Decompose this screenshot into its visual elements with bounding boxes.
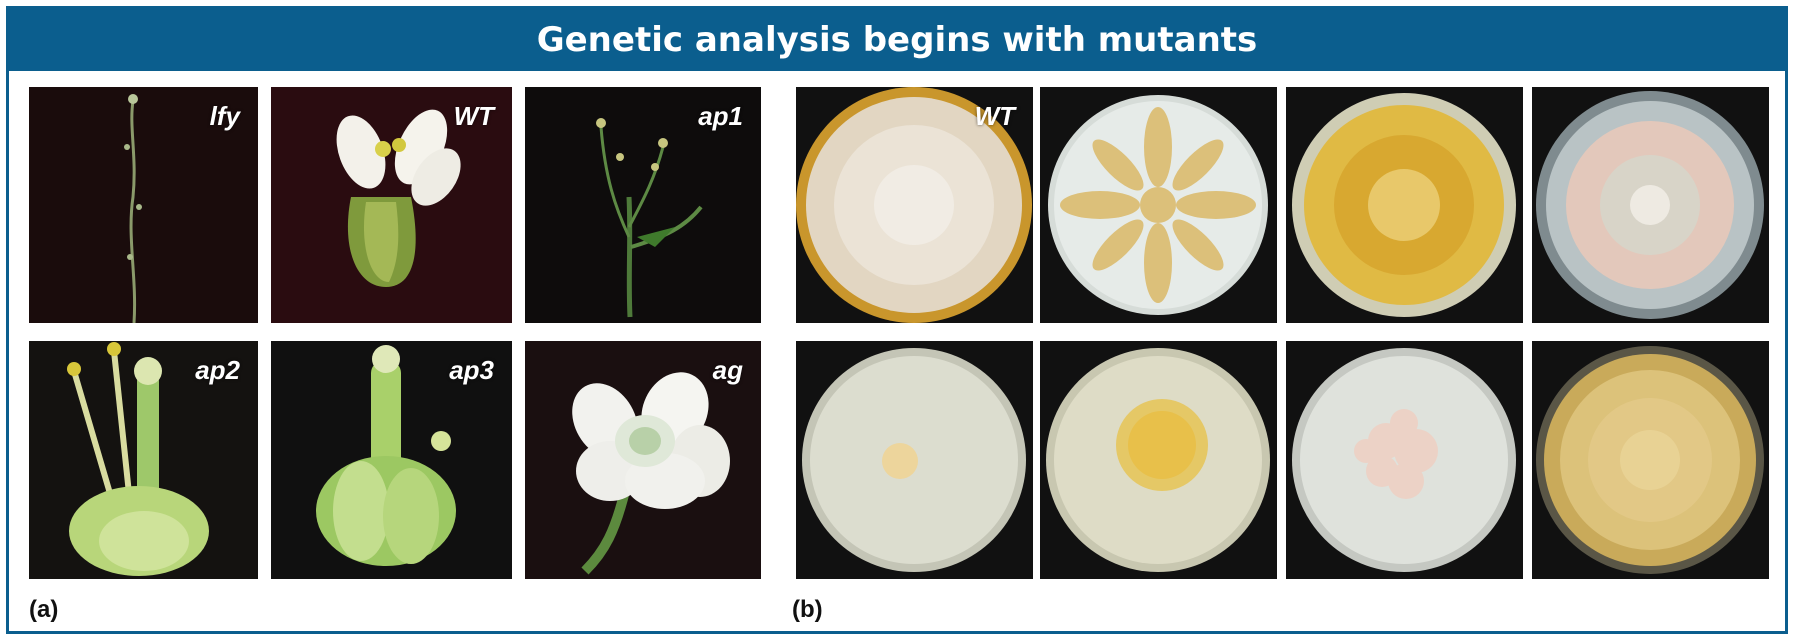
- plate-wt: WT: [796, 87, 1033, 323]
- label-ap3: ap3: [449, 355, 494, 385]
- label-ag: ag: [712, 355, 743, 385]
- label-wt-plate: WT: [974, 101, 1015, 131]
- plate-8: [1532, 341, 1769, 579]
- photo-wt-flower: WT: [271, 87, 512, 323]
- photo-lfy: lfy: [29, 87, 258, 323]
- photo-ap1: ap1: [525, 87, 761, 323]
- plate-7: [1286, 341, 1523, 579]
- photo-ag: ag: [525, 341, 761, 579]
- plate-5: [796, 341, 1033, 579]
- photo-ap2: ap2: [29, 341, 258, 579]
- plate-4: [1532, 87, 1769, 323]
- label-ap1: ap1: [698, 101, 743, 131]
- label-wt-flower: WT: [453, 101, 494, 131]
- plate-3: [1286, 87, 1523, 323]
- panel-label-b: (b): [792, 596, 823, 623]
- panel-label-a: (a): [29, 596, 59, 623]
- label-ap2: ap2: [195, 355, 240, 385]
- plate-2: [1040, 87, 1277, 323]
- figure-title: Genetic analysis begins with mutants: [9, 9, 1785, 71]
- label-lfy: lfy: [209, 101, 240, 131]
- photo-ap3: ap3: [271, 341, 512, 579]
- plate-6: [1040, 341, 1277, 579]
